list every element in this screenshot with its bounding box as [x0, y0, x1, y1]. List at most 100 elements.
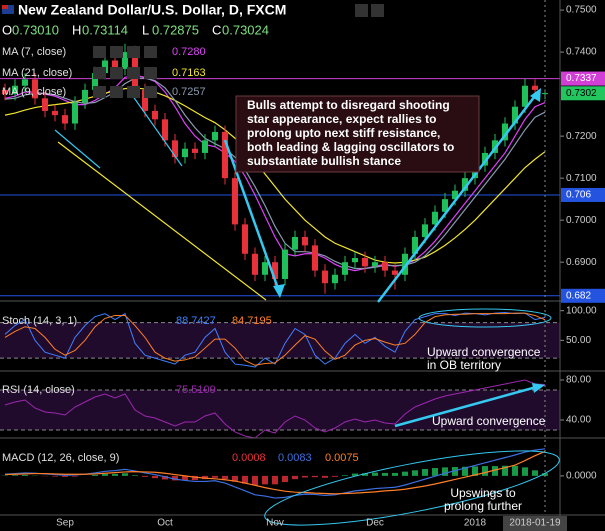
- candle-body: [22, 79, 28, 86]
- candle-body: [72, 102, 78, 124]
- legend-value: 0.7280: [172, 46, 206, 58]
- histogram-bar: [522, 467, 528, 476]
- histogram-bar: [12, 475, 18, 476]
- legend-value: 0.7257: [172, 86, 206, 98]
- candle-body: [232, 178, 238, 225]
- legend-button[interactable]: [93, 86, 106, 98]
- histogram-bar: [122, 473, 128, 476]
- price-tag: [561, 187, 605, 202]
- indicator-line: [4, 77, 546, 270]
- histogram-bar: [282, 475, 288, 483]
- annotation-text: Upward convergence: [427, 345, 541, 359]
- legend-button[interactable]: [93, 67, 106, 79]
- histogram-bar: [92, 474, 98, 476]
- annotation-text: Bulls attempt to disregard shooting: [247, 98, 450, 112]
- histogram-bar: [182, 475, 188, 481]
- candle-body: [2, 89, 8, 95]
- histogram-bar: [222, 475, 228, 480]
- legend-button[interactable]: [144, 46, 157, 58]
- legend-label: MA (21, close): [2, 67, 72, 79]
- price-tag: [561, 288, 605, 303]
- arrow: [394, 384, 541, 428]
- chart-title: New Zealand Dollar/U.S. Dollar, D, FXCM: [18, 2, 286, 18]
- annotation-text: substantiate bullish stance: [247, 154, 401, 168]
- settings-button[interactable]: [355, 4, 368, 17]
- candle-body: [352, 257, 358, 263]
- legend-value: 0.0075: [325, 452, 359, 464]
- histogram-bar: [432, 468, 438, 476]
- candle-body: [382, 262, 388, 271]
- legend-button[interactable]: [127, 67, 140, 79]
- candle-body: [442, 199, 448, 212]
- candle-body: [102, 60, 108, 74]
- legend-button[interactable]: [110, 67, 123, 79]
- histogram-bar: [202, 475, 208, 480]
- legend-button[interactable]: [144, 67, 157, 79]
- candle-body: [272, 262, 278, 279]
- histogram-bar: [232, 475, 238, 482]
- y-tick-label: 0.0000: [566, 471, 597, 482]
- histogram-bar: [242, 475, 248, 484]
- candle-body: [402, 253, 408, 275]
- candle-body: [432, 211, 438, 225]
- candle-body: [372, 262, 378, 267]
- annotation-text: Upward convergence: [432, 414, 546, 428]
- indicator-title: MACD (12, 26, close, 9): [2, 452, 119, 464]
- indicator-line: [4, 448, 546, 499]
- y-tick-label: 0.7500: [566, 5, 597, 16]
- legend-value: 0.0083: [278, 452, 312, 464]
- settings-button[interactable]: [371, 4, 384, 17]
- candle-body: [42, 98, 48, 111]
- annotation-text: prolong further: [444, 499, 522, 513]
- annotation-text: star appearance, expect rallies to: [247, 112, 436, 126]
- arrow: [223, 139, 282, 295]
- legend-value: 84.7195: [232, 315, 272, 327]
- histogram-bar: [412, 470, 418, 476]
- ohlc-value: 0.72875: [152, 22, 199, 37]
- legend-label: MA (9, close): [2, 86, 66, 98]
- candle-body: [422, 224, 428, 237]
- indicator-line: [4, 312, 546, 366]
- highlight-ellipse: [264, 450, 560, 526]
- candle-body: [512, 106, 518, 124]
- y-tick-label: 0.7200: [566, 131, 597, 142]
- legend-button[interactable]: [110, 46, 123, 58]
- ohlc-value: 0.73024: [222, 22, 269, 37]
- legend-button[interactable]: [127, 86, 140, 98]
- histogram-bar: [332, 475, 338, 477]
- candle-body: [62, 115, 68, 124]
- histogram-bar: [352, 473, 358, 476]
- candle-body: [92, 73, 98, 90]
- y-tick-label: 0.7100: [566, 173, 597, 184]
- candle-body: [12, 85, 18, 95]
- candle-body: [412, 236, 418, 254]
- candle-body: [152, 110, 158, 120]
- candle-body: [82, 89, 88, 103]
- candle-body: [532, 85, 538, 90]
- candle-body: [362, 257, 368, 267]
- candle-body: [292, 236, 298, 250]
- legend-button[interactable]: [93, 46, 106, 58]
- histogram-bar: [342, 475, 348, 476]
- histogram-bar: [312, 475, 318, 478]
- candle-body: [522, 85, 528, 107]
- histogram-bar: [252, 475, 258, 486]
- legend-button[interactable]: [110, 86, 123, 98]
- candle-body: [122, 52, 128, 69]
- arrow: [377, 91, 539, 303]
- histogram-bar: [302, 475, 308, 478]
- histogram-bar: [442, 467, 448, 476]
- legend-button[interactable]: [127, 46, 140, 58]
- histogram-bar: [372, 472, 378, 476]
- legend-value: 0.7163: [172, 67, 206, 79]
- price-tag-label: 0.7302: [566, 88, 597, 99]
- legend-button[interactable]: [144, 86, 157, 98]
- indicator-line: [4, 379, 546, 439]
- y-tick-label: 80.00: [566, 375, 591, 386]
- candle-body: [242, 224, 248, 254]
- candle-body: [202, 140, 208, 153]
- ohlc-row: O 0.73010 H 0.73114 L 0.72875 C 0.73024: [2, 22, 269, 37]
- candle-body: [252, 253, 258, 275]
- y-tick-label: 100.00: [566, 305, 597, 316]
